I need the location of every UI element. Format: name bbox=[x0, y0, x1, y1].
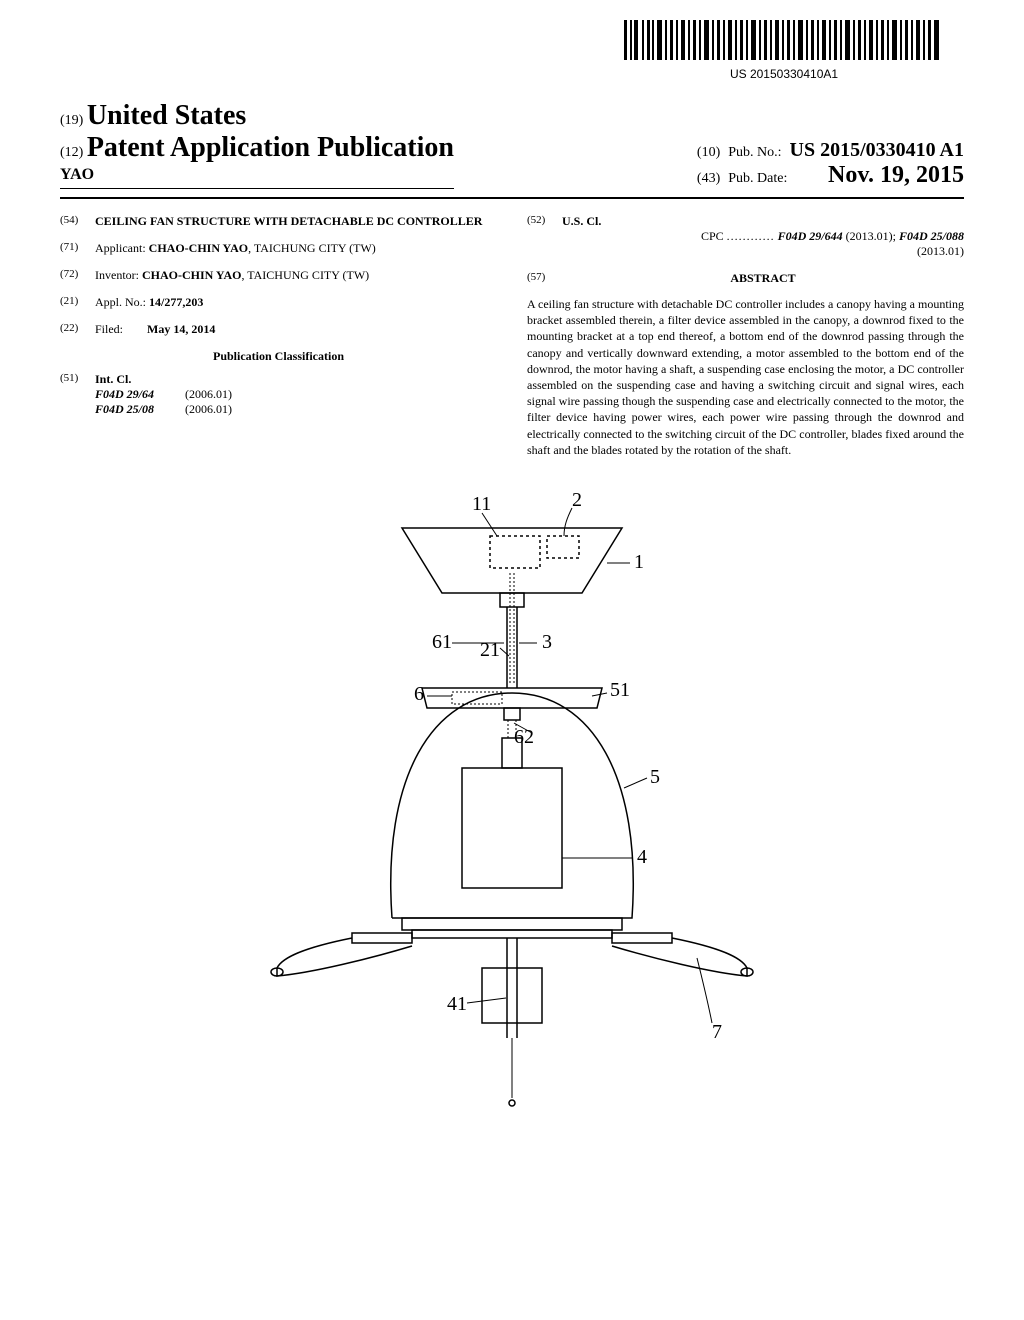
field-21-num: (21) bbox=[60, 295, 95, 310]
barcode-text: US 20150330410A1 bbox=[624, 67, 944, 81]
inventor-name: CHAO-CHIN YAO bbox=[142, 268, 241, 282]
fig-label-41: 41 bbox=[447, 993, 467, 1015]
fig-label-5: 5 bbox=[650, 766, 660, 788]
field-72-num: (72) bbox=[60, 268, 95, 283]
field-title: (54) CEILING FAN STRUCTURE WITH DETACHAB… bbox=[60, 214, 497, 229]
fig-label-51: 51 bbox=[610, 679, 630, 701]
fig-label-62: 62 bbox=[514, 726, 534, 748]
applno-label: Appl. No.: bbox=[95, 295, 146, 309]
field-71-num: (71) bbox=[60, 241, 95, 256]
intcl-label: Int. Cl. bbox=[95, 372, 131, 386]
publication-number: US 2015/0330410 A1 bbox=[790, 139, 964, 162]
applicant-name: CHAO-CHIN YAO bbox=[149, 241, 248, 255]
content-columns: (54) CEILING FAN STRUCTURE WITH DETACHAB… bbox=[60, 214, 964, 458]
small-19: (19) bbox=[60, 113, 83, 128]
field-52-num: (52) bbox=[527, 214, 562, 259]
fig-label-1: 1 bbox=[634, 551, 644, 573]
inventor-label: Inventor: bbox=[95, 268, 139, 282]
cpc-ver-1: (2013.01); bbox=[846, 229, 896, 243]
header-right: (10) Pub. No.: US 2015/0330410 A1 (43) P… bbox=[697, 139, 964, 189]
inventor-loc: , TAICHUNG CITY (TW) bbox=[241, 268, 369, 282]
barcode-section: US 20150330410A1 bbox=[624, 20, 944, 81]
cpc-label: CPC bbox=[701, 229, 724, 243]
cpc-code-2: F04D 25/088 bbox=[899, 229, 964, 243]
abstract-text: A ceiling fan structure with detachable … bbox=[527, 296, 964, 458]
document-header: (19) United States (12) Patent Applicati… bbox=[60, 100, 964, 199]
field-intcl: (51) Int. Cl. F04D 29/64 (2006.01) F04D … bbox=[60, 372, 497, 417]
figure-area: 11 2 1 61 21 3 6 51 62 5 4 41 7 bbox=[60, 478, 964, 1118]
field-54-num: (54) bbox=[60, 214, 95, 229]
cpc-code-1: F04D 29/644 bbox=[778, 229, 843, 243]
field-filed: (22) Filed: May 14, 2014 bbox=[60, 322, 497, 337]
fig-label-2: 2 bbox=[572, 489, 582, 511]
classification-heading: Publication Classification bbox=[60, 349, 497, 364]
publication-type: Patent Application Publication bbox=[87, 132, 454, 163]
header-country-line: (19) United States bbox=[60, 100, 964, 132]
intcl-ver-0: (2006.01) bbox=[185, 387, 275, 402]
fig-label-21: 21 bbox=[480, 639, 500, 661]
pubdate-label: Pub. Date: bbox=[728, 171, 787, 187]
fig-label-11: 11 bbox=[472, 493, 491, 515]
field-applno: (21) Appl. No.: 14/277,203 bbox=[60, 295, 497, 310]
intcl-code-1: F04D 25/08 bbox=[95, 402, 185, 417]
filed-label: Filed: bbox=[95, 322, 123, 336]
small-43: (43) bbox=[697, 171, 720, 187]
country-name: United States bbox=[87, 100, 246, 131]
small-10: (10) bbox=[697, 145, 720, 161]
uscl-label: U.S. Cl. bbox=[562, 214, 601, 228]
fig-label-4: 4 bbox=[637, 846, 647, 868]
applicant-label: Applicant: bbox=[95, 241, 146, 255]
invention-title: CEILING FAN STRUCTURE WITH DETACHABLE DC… bbox=[95, 214, 497, 229]
field-applicant: (71) Applicant: CHAO-CHIN YAO, TAICHUNG … bbox=[60, 241, 497, 256]
small-12: (12) bbox=[60, 145, 83, 160]
patent-figure: 11 2 1 61 21 3 6 51 62 5 4 41 7 bbox=[252, 478, 772, 1118]
publication-date: Nov. 19, 2015 bbox=[828, 162, 964, 189]
fig-label-7: 7 bbox=[712, 1021, 722, 1043]
field-51-num: (51) bbox=[60, 372, 95, 417]
author-name: YAO bbox=[60, 166, 454, 189]
cpc-dots: ............ bbox=[727, 229, 775, 243]
fig-label-61: 61 bbox=[432, 631, 452, 653]
field-57-num: (57) bbox=[527, 271, 562, 292]
abstract-heading: ABSTRACT bbox=[562, 271, 964, 286]
cpc-ver-2: (2013.01) bbox=[917, 244, 964, 258]
left-column: (54) CEILING FAN STRUCTURE WITH DETACHAB… bbox=[60, 214, 497, 458]
field-abstract: (57) ABSTRACT bbox=[527, 271, 964, 292]
right-column: (52) U.S. Cl. CPC ............ F04D 29/6… bbox=[527, 214, 964, 458]
applicant-loc: , TAICHUNG CITY (TW) bbox=[248, 241, 376, 255]
fig-label-6: 6 bbox=[414, 683, 424, 705]
applno-value: 14/277,203 bbox=[149, 295, 203, 309]
filed-value: May 14, 2014 bbox=[147, 322, 215, 336]
field-22-num: (22) bbox=[60, 322, 95, 337]
fig-label-3: 3 bbox=[542, 631, 552, 653]
header-left: (12) Patent Application Publication YAO bbox=[60, 132, 454, 189]
field-uscl: (52) U.S. Cl. CPC ............ F04D 29/6… bbox=[527, 214, 964, 259]
intcl-ver-1: (2006.01) bbox=[185, 402, 275, 417]
barcode-icon bbox=[624, 20, 944, 60]
field-inventor: (72) Inventor: CHAO-CHIN YAO, TAICHUNG C… bbox=[60, 268, 497, 283]
pubno-label: Pub. No.: bbox=[728, 145, 781, 161]
intcl-code-0: F04D 29/64 bbox=[95, 387, 185, 402]
